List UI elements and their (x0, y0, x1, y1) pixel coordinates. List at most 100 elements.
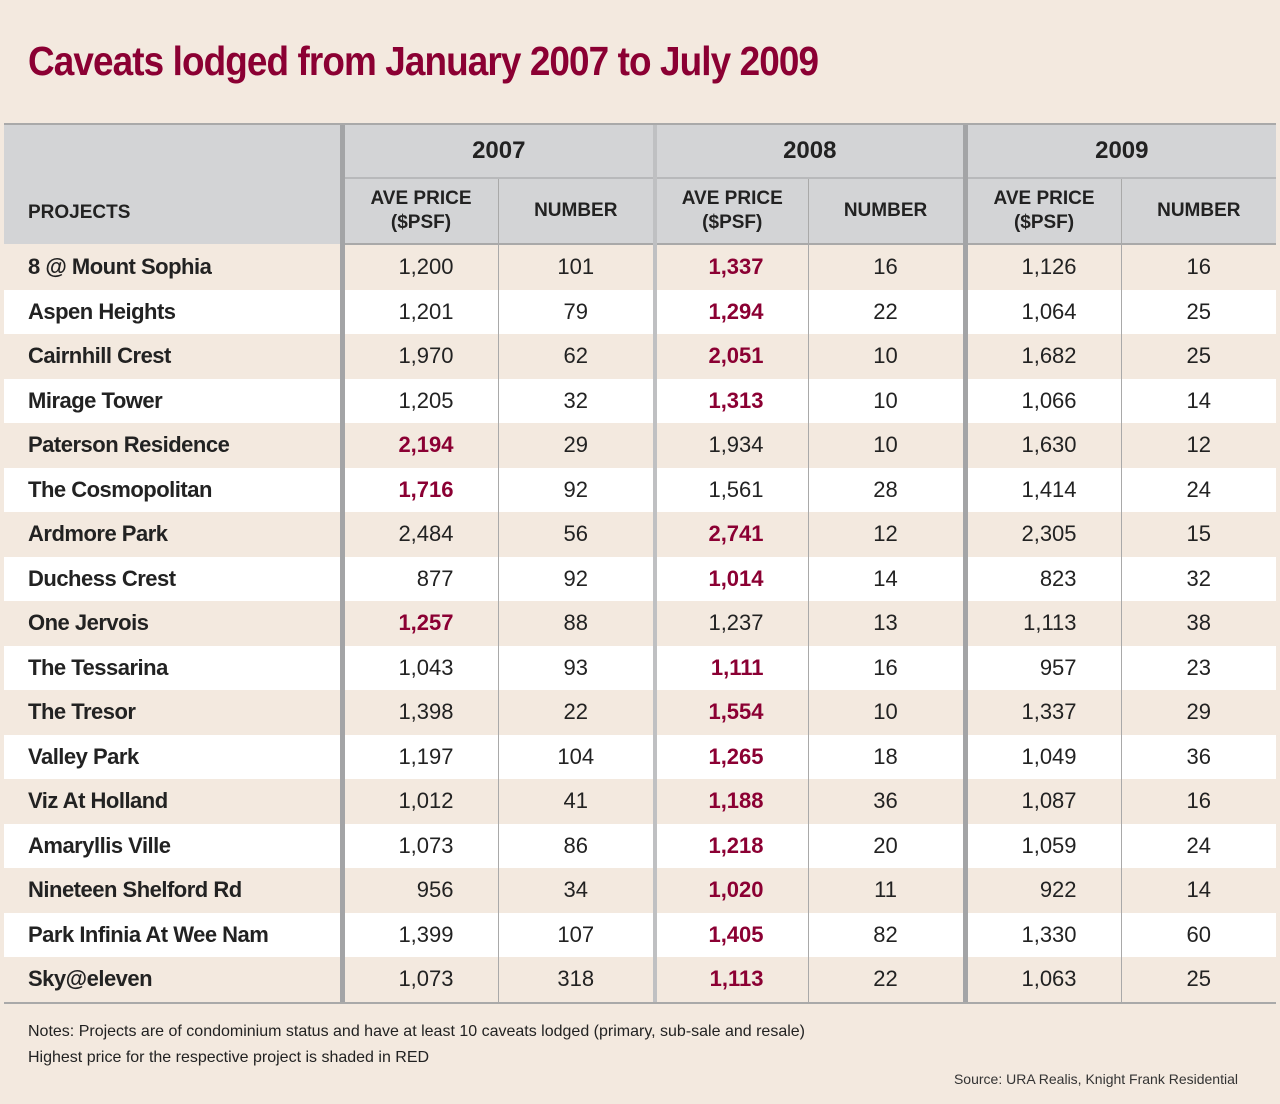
price-2008: 1,014 (653, 556, 809, 601)
number-2008: 22 (807, 957, 966, 1002)
table-row: Nineteen Shelford Rd 956 34 1,020 11 922 14 (4, 868, 1277, 913)
price-2009: 1,066 (962, 378, 1122, 423)
price-2008: 1,113 (653, 957, 809, 1002)
price-2008: 1,265 (653, 734, 809, 779)
price-2007: 2,484 (339, 512, 498, 557)
project-name: Paterson Residence (4, 423, 342, 468)
number-2007: 32 (497, 378, 656, 423)
price-2008: 1,405 (653, 912, 809, 957)
table-row: Valley Park 1,197 104 1,265 18 1,049 36 (4, 734, 1277, 779)
price-2007: 1,200 (339, 244, 498, 290)
number-2009: 60 (1120, 912, 1277, 957)
year-header-2009: 2009 (962, 125, 1277, 178)
price-2009: 922 (962, 868, 1122, 913)
number-2007: 104 (497, 734, 656, 779)
number-2009: 38 (1120, 601, 1277, 646)
note-line: Notes: Projects are of condominium statu… (28, 1023, 805, 1040)
table-row: The Tresor 1,398 22 1,554 10 1,337 29 (4, 690, 1277, 735)
table-row: The Cosmopolitan 1,716 92 1,561 28 1,414 24 (4, 467, 1277, 512)
price-2007: 956 (339, 868, 498, 913)
number-header-2008: NUMBER (807, 177, 966, 245)
table-body: 8 @ Mount Sophia 1,200 101 1,337 16 1,126 16 As… (4, 244, 1277, 1002)
project-name: Valley Park (4, 734, 342, 779)
price-header-label: AVE PRICE (681, 188, 783, 209)
price-2009: 2,305 (962, 512, 1122, 557)
price-2008: 2,051 (653, 334, 809, 379)
price-2008: 2,741 (653, 512, 809, 557)
number-2009: 15 (1120, 512, 1277, 557)
project-name: Ardmore Park (4, 512, 342, 557)
price-2007: 1,073 (339, 823, 498, 868)
number-2009: 32 (1120, 556, 1277, 601)
price-2007: 1,257 (339, 601, 498, 646)
table-row: Mirage Tower 1,205 32 1,313 10 1,066 14 (4, 378, 1277, 423)
notes: Notes: Projects are of condominium statu… (28, 1019, 805, 1071)
price-2009: 1,337 (962, 690, 1122, 735)
price-2008: 1,561 (653, 467, 809, 512)
price-2009: 1,063 (962, 957, 1122, 1002)
number-2008: 10 (807, 334, 966, 379)
number-2009: 25 (1120, 289, 1277, 334)
caveats-table-container: PROJECTS 2007 2008 2009 AVE PRICE ($PSF) … (4, 123, 1277, 1004)
table-row: Ardmore Park 2,484 56 2,741 12 2,305 15 (4, 512, 1277, 557)
project-name: Viz At Holland (4, 779, 342, 824)
number-2008: 16 (807, 244, 966, 290)
number-2008: 12 (807, 512, 966, 557)
number-2009: 14 (1120, 868, 1277, 913)
number-2009: 29 (1120, 690, 1277, 735)
table-row: Cairnhill Crest 1,970 62 2,051 10 1,682 25 (4, 334, 1277, 379)
number-2009: 36 (1120, 734, 1277, 779)
number-2007: 88 (497, 601, 656, 646)
project-name: Nineteen Shelford Rd (4, 868, 342, 913)
price-2007: 1,201 (339, 289, 498, 334)
number-2009: 23 (1120, 645, 1277, 690)
number-2009: 25 (1120, 957, 1277, 1002)
number-2007: 34 (497, 868, 656, 913)
number-2008: 16 (807, 645, 966, 690)
number-header-2007: NUMBER (497, 177, 656, 245)
price-2009: 1,414 (962, 467, 1122, 512)
price-2007: 1,205 (339, 378, 498, 423)
price-2008: 1,313 (653, 378, 809, 423)
table-row: Sky@eleven 1,073 318 1,113 22 1,063 25 (4, 957, 1277, 1002)
number-2009: 16 (1120, 244, 1277, 290)
price-2007: 877 (339, 556, 498, 601)
price-2009: 1,049 (962, 734, 1122, 779)
year-header-2007: 2007 (339, 125, 656, 178)
price-2008: 1,554 (653, 690, 809, 735)
number-2007: 22 (497, 690, 656, 735)
price-2009: 1,682 (962, 334, 1122, 379)
price-header-2008: AVE PRICE ($PSF) (653, 177, 809, 245)
number-2008: 82 (807, 912, 966, 957)
number-2007: 318 (497, 957, 656, 1002)
year-header-2008: 2008 (653, 125, 966, 178)
number-header-2009: NUMBER (1120, 177, 1277, 245)
price-2007: 1,043 (339, 645, 498, 690)
number-2007: 86 (497, 823, 656, 868)
number-2007: 41 (497, 779, 656, 824)
number-2009: 14 (1120, 378, 1277, 423)
price-2007: 1,399 (339, 912, 498, 957)
price-2008: 1,020 (653, 868, 809, 913)
price-header-unit: ($PSF) (702, 212, 763, 233)
price-2009: 1,126 (962, 244, 1122, 290)
caveats-table: PROJECTS 2007 2008 2009 AVE PRICE ($PSF) … (4, 125, 1277, 1002)
price-2008: 1,337 (653, 244, 809, 290)
table-row: Amaryllis Ville 1,073 86 1,218 20 1,059 24 (4, 823, 1277, 868)
price-2009: 1,059 (962, 823, 1122, 868)
price-2009: 1,064 (962, 289, 1122, 334)
price-header-2009: AVE PRICE ($PSF) (962, 177, 1122, 245)
number-2009: 12 (1120, 423, 1277, 468)
project-name: Aspen Heights (4, 289, 342, 334)
number-2009: 16 (1120, 779, 1277, 824)
project-name: The Tessarina (4, 645, 342, 690)
price-2008: 1,294 (653, 289, 809, 334)
project-name: 8 @ Mount Sophia (4, 244, 342, 290)
number-2008: 14 (807, 556, 966, 601)
number-2007: 101 (497, 244, 656, 290)
number-2007: 29 (497, 423, 656, 468)
project-name: Cairnhill Crest (4, 334, 342, 379)
price-2009: 1,630 (962, 423, 1122, 468)
price-header-label: AVE PRICE (993, 188, 1095, 209)
price-2008: 1,188 (653, 779, 809, 824)
